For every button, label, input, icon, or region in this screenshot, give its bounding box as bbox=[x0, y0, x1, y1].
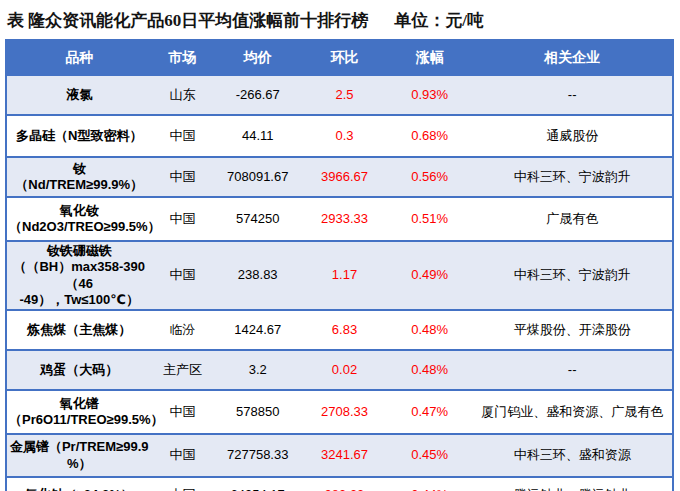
column-header-market: 市场 bbox=[151, 40, 213, 75]
cell-companies: 广晟有色 bbox=[472, 197, 673, 241]
table-row: 炼焦煤（主焦煤） 临汾 1424.67 6.83 0.48% 平煤股份、开滦股份 bbox=[6, 310, 673, 350]
cell-chain: 283.33 bbox=[302, 477, 387, 491]
cell-gain: 0.56% bbox=[387, 157, 472, 197]
cell-companies: 厦门钨业、盛和资源、广晟有色 bbox=[472, 390, 673, 434]
cell-gain: 0.93% bbox=[387, 75, 472, 115]
cell-avg-price: 1424.67 bbox=[214, 310, 302, 350]
cell-gain: 0.48% bbox=[387, 310, 472, 350]
cell-chain: 3241.67 bbox=[302, 434, 387, 477]
table-row: 鸡蛋（大码） 主产区 3.2 0.02 0.48% -- bbox=[6, 350, 673, 390]
cell-product: 多晶硅（N型致密料） bbox=[6, 115, 151, 157]
column-header-chain: 环比 bbox=[302, 40, 387, 75]
table-row: 氧化钕 （Nd2O3/TREO≥99.5%） 中国 574250 2933.33… bbox=[6, 197, 673, 241]
column-header-avg-price: 均价 bbox=[214, 40, 302, 75]
cell-product: 钕（Nd/TREM≥99.9%） bbox=[6, 157, 151, 197]
column-header-gain: 涨幅 bbox=[387, 40, 472, 75]
cell-gain: 0.49% bbox=[387, 241, 472, 310]
cell-companies: 中科三环、宁波韵升 bbox=[472, 157, 673, 197]
header-row: 品种 市场 均价 环比 涨幅 相关企业 bbox=[6, 40, 673, 75]
cell-gain: 0.44% bbox=[387, 477, 472, 491]
cell-companies: 中科三环、宁波韵升 bbox=[472, 241, 673, 310]
cell-companies: 中科三环、盛和资源 bbox=[472, 434, 673, 477]
cell-avg-price: 727758.33 bbox=[214, 434, 302, 477]
cell-product: 氧化钕 （Nd2O3/TREO≥99.5%） bbox=[6, 197, 151, 241]
cell-gain: 0.68% bbox=[387, 115, 472, 157]
cell-market: 山东 bbox=[151, 75, 213, 115]
cell-product: 金属镨（Pr/TREM≥99.9 %） bbox=[6, 434, 151, 477]
cell-market: 临汾 bbox=[151, 310, 213, 350]
cell-companies: 平煤股份、开滦股份 bbox=[472, 310, 673, 350]
cell-companies: 腾远钴业、腾远钴业 bbox=[472, 477, 673, 491]
cell-avg-price: 44.11 bbox=[214, 115, 302, 157]
cell-avg-price: 574250 bbox=[214, 197, 302, 241]
cell-avg-price: 64954.17 bbox=[214, 477, 302, 491]
title-text: 表 隆众资讯能化产品60日平均值涨幅前十排行榜 bbox=[7, 11, 368, 30]
table-header: 品种 市场 均价 环比 涨幅 相关企业 bbox=[6, 40, 673, 75]
cell-chain: 6.83 bbox=[302, 310, 387, 350]
table-row: 多晶硅（N型致密料） 中国 44.11 0.3 0.68% 通威股份 bbox=[6, 115, 673, 157]
cell-chain: 0.02 bbox=[302, 350, 387, 390]
unit-label: 单位：元/吨 bbox=[394, 11, 484, 30]
cell-avg-price: -266.67 bbox=[214, 75, 302, 115]
cell-market: 中国 bbox=[151, 241, 213, 310]
cell-market: 中国 bbox=[151, 157, 213, 197]
cell-product: 液氯 bbox=[6, 75, 151, 115]
cell-gain: 0.51% bbox=[387, 197, 472, 241]
cell-chain: 2.5 bbox=[302, 75, 387, 115]
cell-companies: 通威股份 bbox=[472, 115, 673, 157]
cell-product: 氯化钴（≥24.2%） bbox=[6, 477, 151, 491]
cell-companies: -- bbox=[472, 75, 673, 115]
cell-product: 鸡蛋（大码） bbox=[6, 350, 151, 390]
table-row: 钕铁硼磁铁 （（BH）max358-390（46 -49），Tw≤100℃） 中… bbox=[6, 241, 673, 310]
cell-market: 中国 bbox=[151, 197, 213, 241]
cell-chain: 2933.33 bbox=[302, 197, 387, 241]
cell-market: 中国 bbox=[151, 434, 213, 477]
table-row: 液氯 山东 -266.67 2.5 0.93% -- bbox=[6, 75, 673, 115]
cell-avg-price: 238.83 bbox=[214, 241, 302, 310]
cell-avg-price: 708091.67 bbox=[214, 157, 302, 197]
cell-gain: 0.45% bbox=[387, 434, 472, 477]
cell-market: 中国 bbox=[151, 115, 213, 157]
cell-companies: -- bbox=[472, 350, 673, 390]
cell-chain: 0.3 bbox=[302, 115, 387, 157]
table-row: 金属镨（Pr/TREM≥99.9 %） 中国 727758.33 3241.67… bbox=[6, 434, 673, 477]
table-row: 氧化镨 （Pr6O11/TREO≥99.5%） 中国 578850 2708.3… bbox=[6, 390, 673, 434]
column-header-companies: 相关企业 bbox=[472, 40, 673, 75]
page: 表 隆众资讯能化产品60日平均值涨幅前十排行榜 单位：元/吨 品种 市场 均价 环… bbox=[0, 0, 680, 491]
page-title: 表 隆众资讯能化产品60日平均值涨幅前十排行榜 单位：元/吨 bbox=[0, 0, 680, 39]
table-row: 钕（Nd/TREM≥99.9%） 中国 708091.67 3966.67 0.… bbox=[6, 157, 673, 197]
cell-avg-price: 578850 bbox=[214, 390, 302, 434]
cell-chain: 2708.33 bbox=[302, 390, 387, 434]
cell-gain: 0.48% bbox=[387, 350, 472, 390]
table-row: 氯化钴（≥24.2%） 中国 64954.17 283.33 0.44% 腾远钴… bbox=[6, 477, 673, 491]
cell-chain: 1.17 bbox=[302, 241, 387, 310]
table-body: 液氯 山东 -266.67 2.5 0.93% -- 多晶硅（N型致密料） 中国… bbox=[6, 75, 673, 491]
cell-gain: 0.47% bbox=[387, 390, 472, 434]
cell-product: 氧化镨 （Pr6O11/TREO≥99.5%） bbox=[6, 390, 151, 434]
cell-chain: 3966.67 bbox=[302, 157, 387, 197]
cell-avg-price: 3.2 bbox=[214, 350, 302, 390]
column-header-product: 品种 bbox=[6, 40, 151, 75]
cell-product: 钕铁硼磁铁 （（BH）max358-390（46 -49），Tw≤100℃） bbox=[6, 241, 151, 310]
cell-market: 中国 bbox=[151, 477, 213, 491]
cell-product: 炼焦煤（主焦煤） bbox=[6, 310, 151, 350]
ranking-table: 品种 市场 均价 环比 涨幅 相关企业 液氯 山东 -266.67 2.5 0.… bbox=[5, 39, 674, 491]
cell-market: 主产区 bbox=[151, 350, 213, 390]
